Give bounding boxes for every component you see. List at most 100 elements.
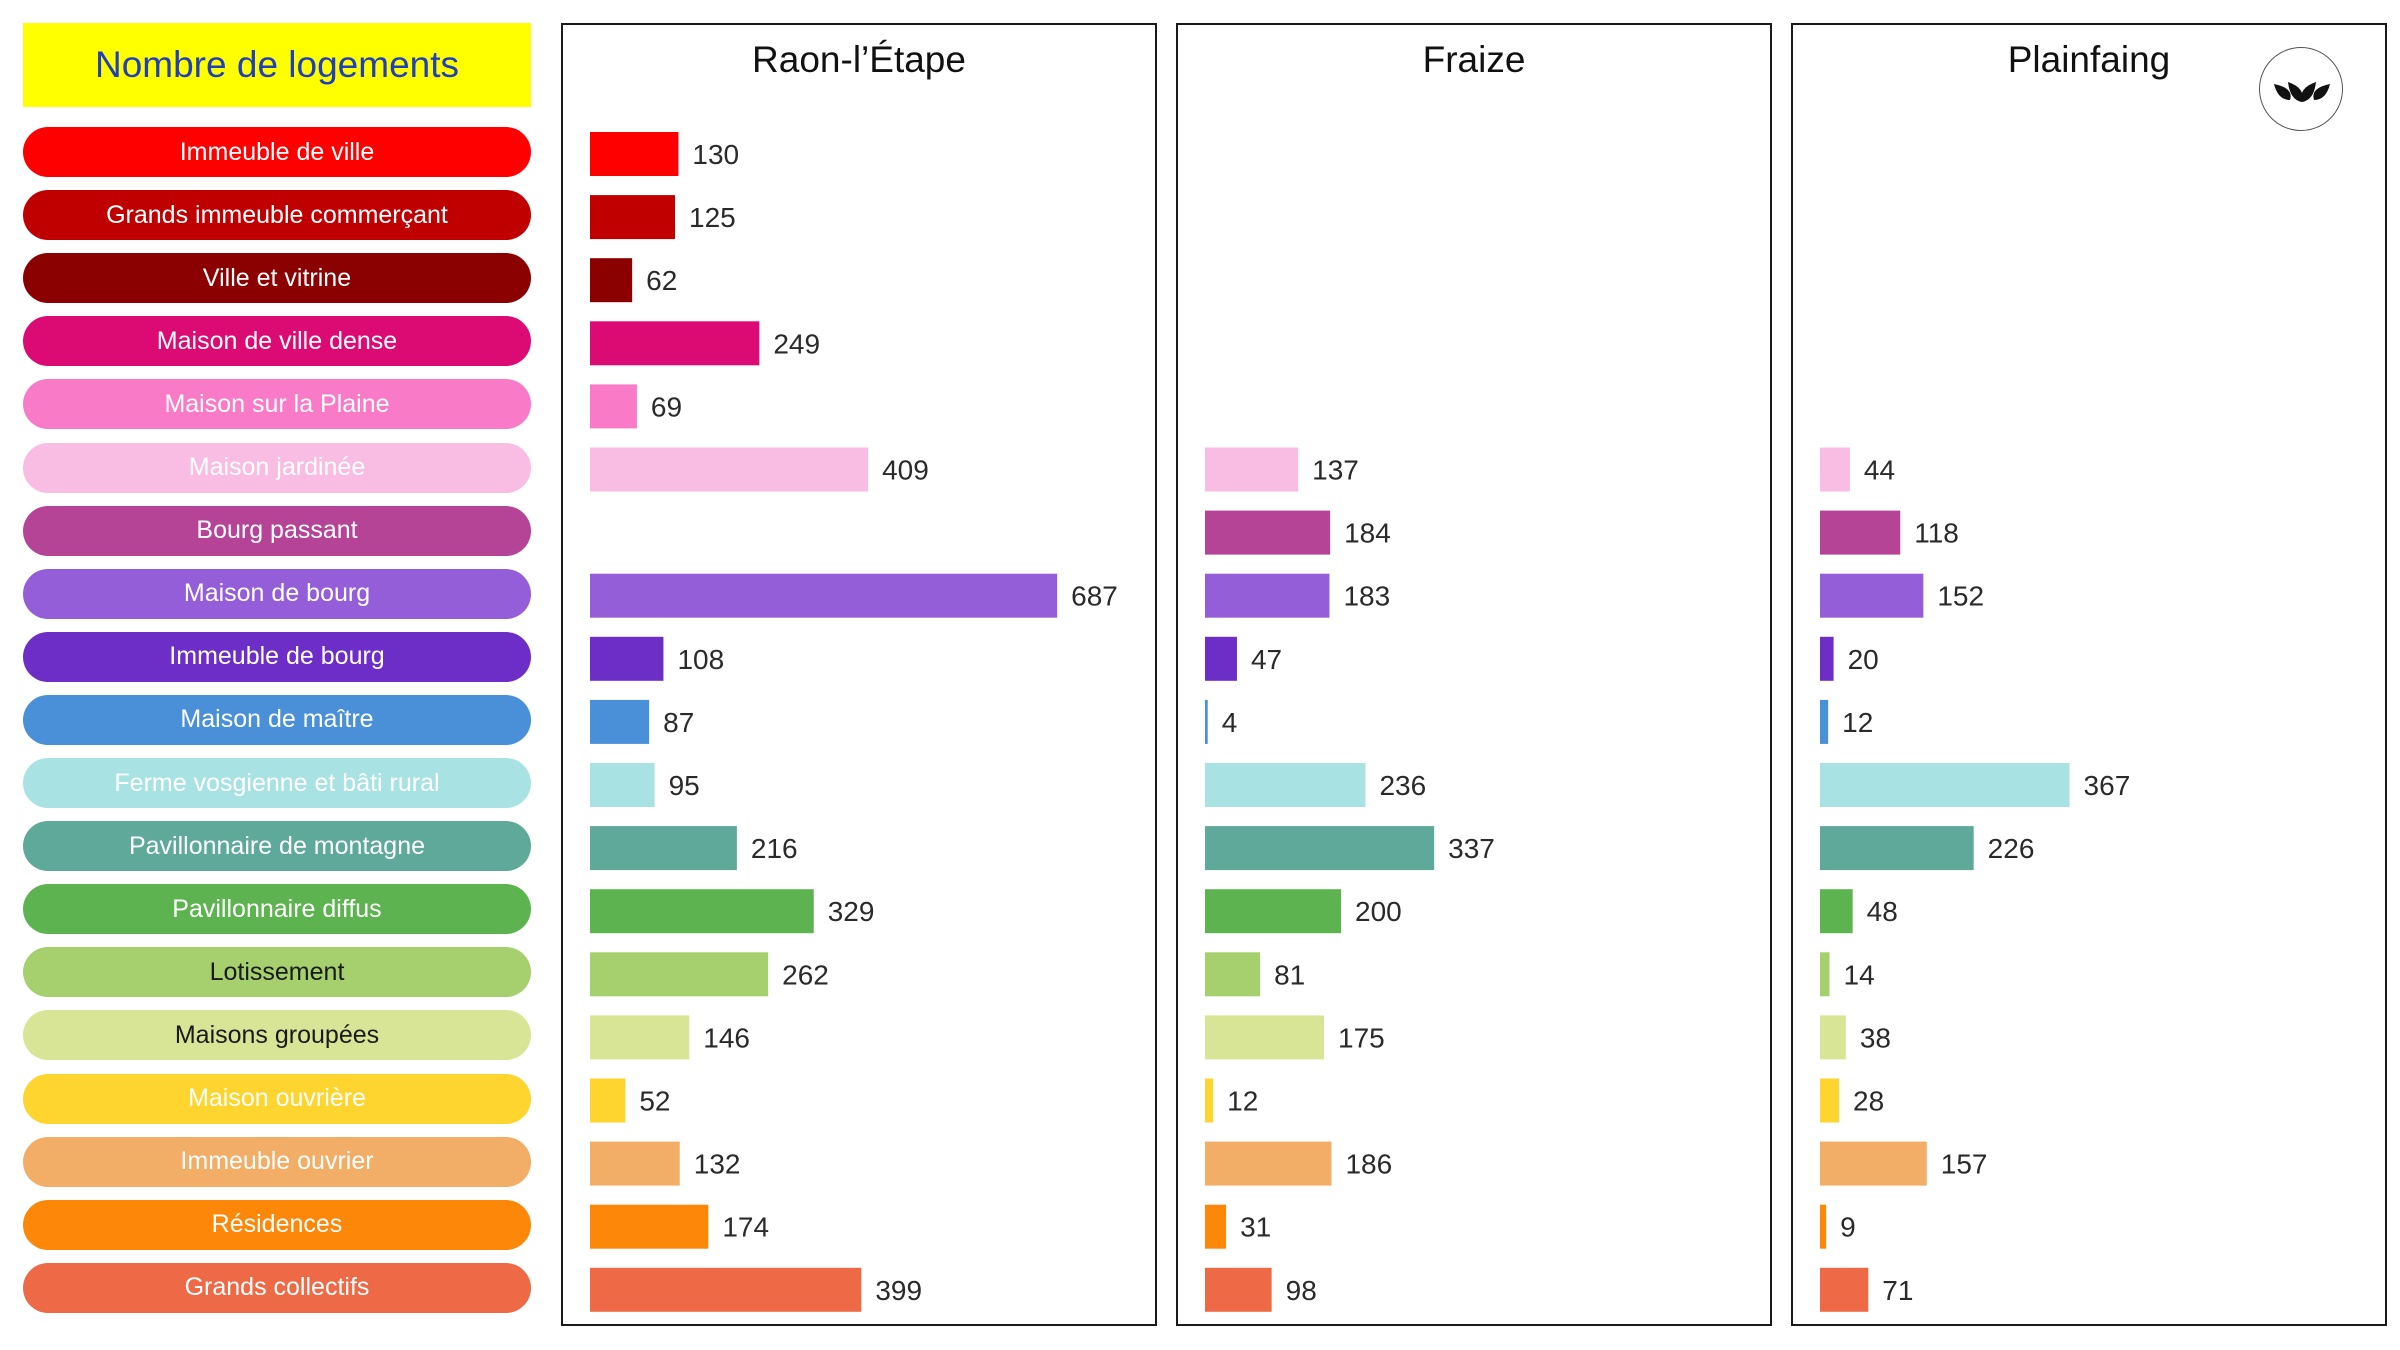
bar [1205,889,1341,934]
bar [590,258,633,303]
bar-value-label: 31 [1240,1212,1271,1243]
bar [1205,1141,1332,1186]
bar-value-label: 262 [782,959,829,990]
bar-value-label: 157 [1941,1149,1988,1180]
legend-item: Maison de bourg [23,568,531,619]
bar-value-label: 81 [1274,959,1305,990]
bar [1205,1204,1227,1249]
bar-value-label: 337 [1448,833,1495,864]
bar-value-label: 174 [722,1212,769,1243]
legend-item: Maison sur la Plaine [23,379,531,430]
bar [1820,1204,1827,1249]
panel-plainfaing: Plainfaing 44 118 152 20 12 367 226 48 14 38 28 157… [1791,23,2387,1326]
bar [1820,447,1850,492]
legend-item: Grands collectifs [23,1262,531,1313]
bar-value-label: 146 [703,1022,750,1053]
bar [1205,510,1331,555]
bar [590,826,737,871]
bar [1205,826,1435,871]
panel-fraize: Fraize 137 184 183 47 4 236 337 200 81 175 12 186 31… [1176,23,1772,1326]
legend-item: Bourg passant [23,505,531,556]
bar-value-label: 87 [663,707,694,738]
legend-item: Résidences [23,1199,531,1250]
bar [1820,763,2070,807]
legend-item: Maison de ville dense [23,316,531,367]
legend-item: Pavillonnaire diffus [23,884,531,935]
bar [590,447,869,492]
bar-value-label: 183 [1343,581,1390,612]
legend-item: Maison jardinée [23,442,531,493]
legend-item: Immeuble de ville [23,127,531,177]
bar-chart-plainfaing: 44 118 152 20 12 367 226 48 14 38 28 157 9 71 [1820,447,2130,1312]
bar-value-label: 4 [1222,707,1238,738]
bar-value-label: 38 [1860,1022,1891,1053]
bar [590,1141,680,1186]
bar [590,1078,626,1123]
bar [1820,699,1829,744]
legend-item: Maisons groupées [23,1010,531,1061]
bar-value-label: 12 [1227,1086,1258,1117]
bar-value-label: 249 [773,328,820,359]
bar-value-label: 329 [828,896,875,927]
bar-value-label: 71 [1882,1275,1913,1306]
bar [1820,1141,1927,1186]
legend-item: Immeuble ouvrier [23,1136,531,1187]
panel-title: Raon-l’Étape [752,39,966,80]
bar-value-label: 95 [669,770,700,801]
bar [1820,889,1853,934]
legend-item: Maison ouvrière [23,1073,531,1124]
bar [590,384,637,429]
leaf-logo-icon [2259,47,2343,131]
bar-value-label: 132 [694,1149,741,1180]
bar [590,573,1058,618]
bar-value-label: 137 [1312,455,1359,486]
bar [1205,699,1208,744]
bar-value-label: 409 [882,455,929,486]
bar [590,1204,709,1249]
bar [590,1015,690,1060]
bar [1205,763,1366,807]
bar [590,1267,862,1312]
bar-value-label: 44 [1864,455,1895,486]
bar-value-label: 20 [1848,644,1879,675]
bar-value-label: 28 [1853,1086,1884,1117]
bar-value-label: 226 [1988,833,2035,864]
bar-value-label: 48 [1867,896,1898,927]
bar-value-label: 14 [1844,959,1875,990]
bar-chart-raon-l-etape: 130 125 62 249 69 409 687 108 87 95 216 329 262 146 52… [590,132,1118,1312]
bar [1205,1078,1214,1123]
bar [590,321,760,366]
bar [1820,952,1830,997]
bar [1205,573,1330,618]
bar [1205,636,1237,681]
bar-value-label: 200 [1355,896,1402,927]
bar [590,952,769,997]
bar-value-label: 184 [1344,518,1391,549]
bar-value-label: 125 [689,202,736,233]
bar-value-label: 687 [1071,581,1118,612]
bar [590,889,814,934]
bar [1205,447,1299,492]
bar [1820,1078,1840,1123]
bar [1820,826,1974,871]
bar [590,132,679,176]
legend-item: Immeuble de bourg [23,631,531,682]
bar-value-label: 236 [1379,770,1426,801]
bar-value-label: 399 [875,1275,922,1306]
panel-title: Plainfaing [2007,39,2171,80]
bar [590,699,650,744]
bar-chart-fraize: 137 184 183 47 4 236 337 200 81 175 12 186 31 98 [1205,447,1495,1312]
legend-item: Ferme vosgienne et bâti rural [23,758,531,808]
legend-item: Grands immeuble commerçant [23,190,531,241]
bar [1205,1267,1272,1312]
bar [590,763,655,807]
bar-value-label: 69 [651,391,682,422]
bar [1205,1015,1324,1060]
bar-value-label: 52 [639,1086,670,1117]
bar-value-label: 98 [1286,1275,1317,1306]
bar-value-label: 152 [1937,581,1984,612]
bar [1820,573,1924,618]
bar-value-label: 186 [1345,1149,1392,1180]
bar-value-label: 130 [692,139,739,170]
bar-value-label: 9 [1840,1212,1856,1243]
